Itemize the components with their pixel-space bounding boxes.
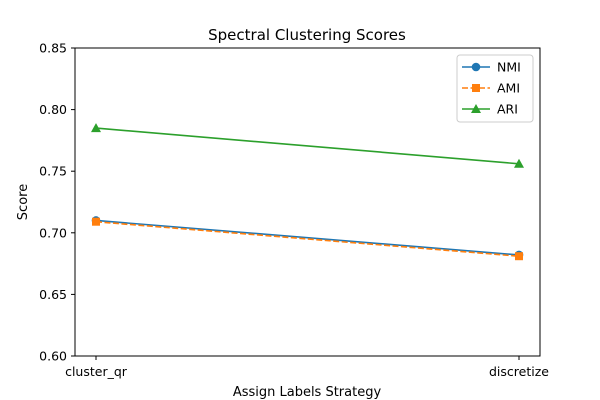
x-tick-label: discretize — [489, 364, 549, 379]
x-axis-label: Assign Labels Strategy — [233, 385, 382, 400]
legend-marker-nmi — [471, 62, 481, 72]
axes-frame — [74, 47, 541, 357]
series-line-ami — [95, 220, 520, 258]
y-tick-label: 0.80 — [39, 102, 67, 117]
legend-marker-ari — [471, 104, 481, 113]
series-line-ari — [95, 127, 520, 165]
series-ami — [92, 217, 523, 261]
series-layer — [91, 123, 524, 261]
legend: NMI AMI ARI — [456, 54, 534, 123]
legend-label-ari: ARI — [497, 102, 518, 117]
y-tick-label: 0.85 — [39, 41, 67, 56]
y-tick-label: 0.75 — [39, 164, 67, 179]
y-tick-label: 0.65 — [39, 287, 67, 302]
legend-label-nmi: NMI — [497, 60, 521, 75]
series-ari — [91, 123, 524, 168]
legend-item-nmi: NMI — [462, 60, 521, 75]
chart-title: Spectral Clustering Scores — [208, 26, 406, 44]
y-tick-label: 0.70 — [39, 225, 67, 240]
x-axis-ticks: cluster_qr discretize — [65, 356, 549, 379]
data-point-ami — [92, 217, 100, 226]
y-axis-label: Score — [16, 184, 31, 220]
legend-label-ami: AMI — [497, 81, 520, 96]
x-tick-label: cluster_qr — [65, 364, 128, 379]
legend-item-ami: AMI — [462, 81, 520, 96]
y-tick-label: 0.60 — [39, 349, 67, 364]
series-line-nmi — [95, 219, 520, 256]
legend-box — [456, 54, 534, 123]
data-point-ari — [514, 158, 524, 168]
data-point-ari — [91, 123, 101, 133]
plot-area — [74, 47, 541, 357]
y-axis-ticks: 0.60 0.65 0.70 0.75 0.80 0.85 — [39, 41, 75, 364]
series-nmi — [91, 216, 524, 260]
data-point-ami — [515, 252, 523, 261]
legend-marker-ami — [472, 84, 480, 92]
legend-item-ari: ARI — [462, 102, 518, 117]
